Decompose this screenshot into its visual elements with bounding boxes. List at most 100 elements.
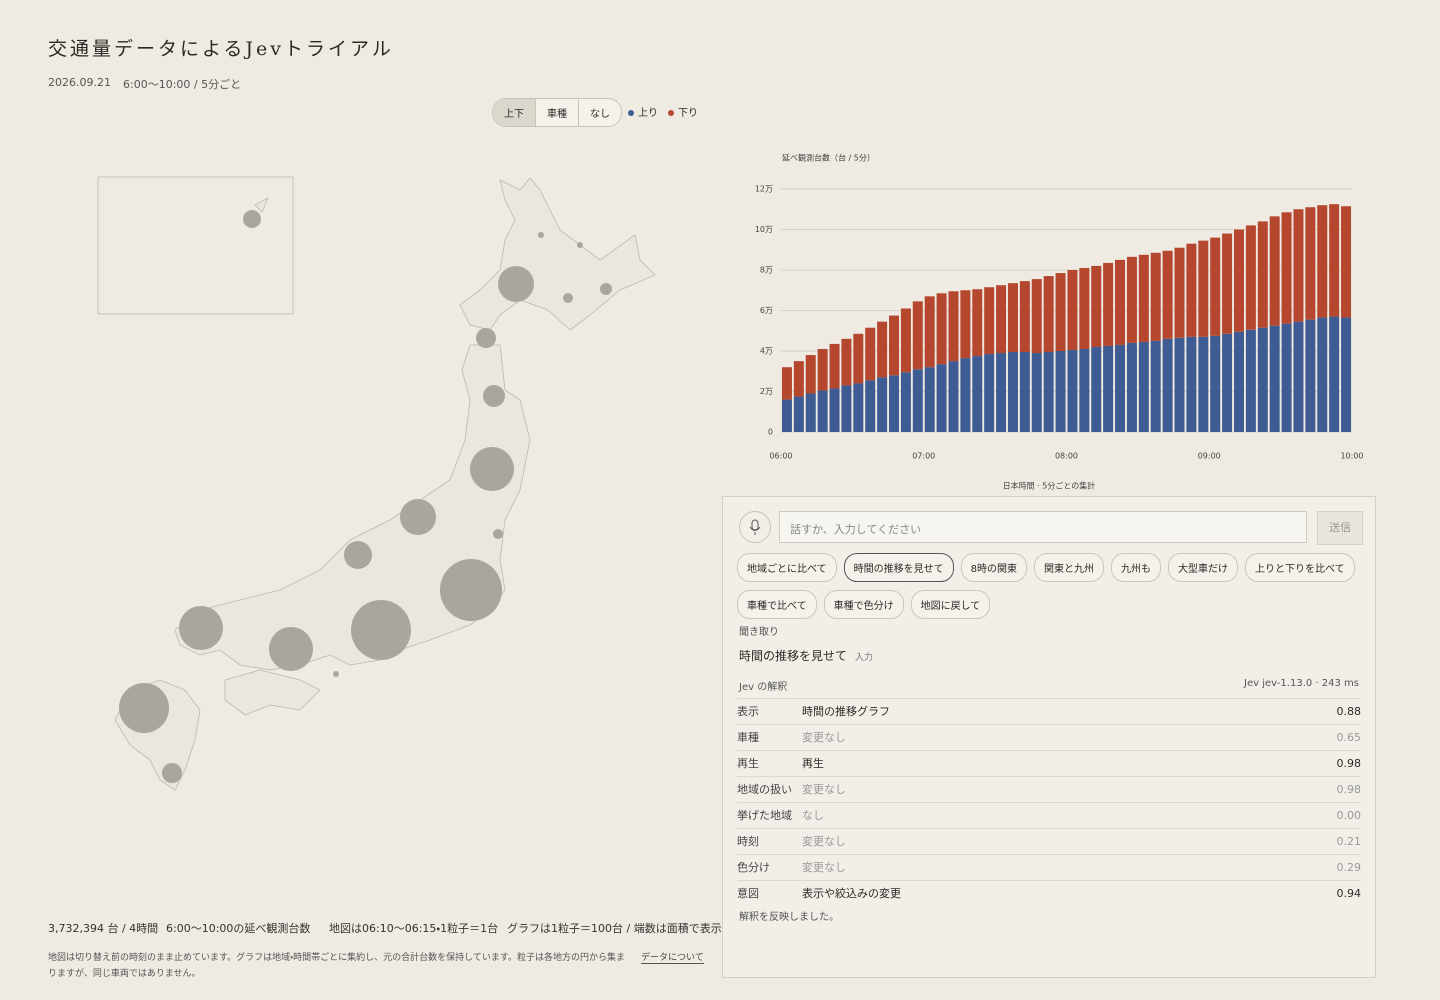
bar-segment [1186, 243, 1197, 337]
suggestion-chip[interactable]: 地図に戻して [910, 590, 991, 619]
region-circle [162, 763, 182, 783]
bar-segment [1245, 329, 1256, 432]
region-circle [493, 529, 503, 539]
row-key: 意図 [737, 887, 759, 900]
bar-segment [1162, 250, 1173, 339]
interp-row: 挙げた地域 なし 0.00 [737, 802, 1361, 828]
row-value: 変更なし [802, 835, 846, 848]
toggle-option[interactable]: 車種 [536, 99, 579, 126]
region-circle [538, 232, 544, 238]
bar-segment [912, 369, 923, 432]
bar-segment [960, 290, 971, 359]
bar-segment [936, 293, 947, 365]
bar-segment [1257, 221, 1268, 328]
row-value: 時間の推移グラフ [802, 705, 890, 718]
interp-row: 再生 再生 0.98 [737, 750, 1361, 776]
island [459, 177, 656, 331]
bar-segment [841, 385, 852, 432]
mic-button[interactable] [739, 511, 771, 543]
region-circle [344, 541, 372, 569]
bar-segment [889, 315, 900, 376]
row-score: 0.88 [1336, 705, 1362, 718]
send-button[interactable]: 送信 [1317, 511, 1363, 545]
bar-segment [1043, 352, 1054, 432]
bar-segment [1341, 206, 1352, 318]
bar-segment [793, 396, 804, 432]
suggestion-chip[interactable]: 8時の関東 [960, 553, 1027, 582]
bar-segment [1329, 316, 1340, 432]
bar-segment [1115, 259, 1126, 345]
region-circle [483, 385, 505, 407]
suggestion-chip[interactable]: 大型車だけ [1167, 553, 1238, 582]
bar-segment [1079, 348, 1090, 432]
bar-segment [805, 393, 816, 432]
bar-segment [1043, 276, 1054, 353]
bar-segment [900, 372, 911, 432]
suggestion-chip[interactable]: 地域ごとに比べて [737, 553, 837, 582]
x-tick-label: 09:00 [1198, 452, 1221, 461]
bar-segment [841, 338, 852, 386]
interp-row: 意図 表示や絞込みの変更 0.94 [737, 880, 1361, 906]
version: Jev jev-1.13.0 · 243 ms [1244, 678, 1359, 689]
bar-segment [960, 358, 971, 432]
suggestion-chip[interactable]: 車種で色分け [823, 590, 904, 619]
interp-row: 車種 変更なし 0.65 [737, 724, 1361, 750]
toggle-option[interactable]: なし [590, 109, 610, 120]
row-key: 再生 [737, 757, 759, 770]
bar-segment [1091, 346, 1102, 432]
view-toggle: 上下 車種 なし [492, 98, 622, 127]
suggestion-chip[interactable]: 車種で比べて [737, 590, 817, 619]
bar-segment [1079, 267, 1090, 349]
toggle-option[interactable]: 上下 [493, 99, 536, 126]
region-circle [243, 210, 261, 228]
row-key: 時刻 [737, 835, 759, 848]
region-circle [563, 293, 573, 303]
bar-segment [805, 355, 816, 394]
bar-segment [1126, 342, 1137, 432]
region-circle [119, 683, 169, 733]
bar-segment [984, 287, 995, 355]
row-score: 0.65 [1336, 731, 1362, 744]
bar-segment [1174, 247, 1185, 338]
bar-segment [1198, 240, 1209, 337]
row-value: 変更なし [802, 861, 846, 874]
suggestion-chip[interactable]: 時間の推移を見せて [843, 553, 954, 582]
suggestion-chip[interactable]: 上りと下りを比べて [1244, 553, 1355, 582]
bar-segment [1055, 351, 1066, 432]
bar-segment [1115, 344, 1126, 432]
y-tick-label: 6万 [760, 306, 773, 315]
bar-segment [984, 354, 995, 432]
data-link[interactable]: データについて [641, 950, 704, 964]
region-circle [269, 627, 313, 671]
text-input[interactable]: 話すか、入力してください [779, 511, 1307, 543]
x-tick-label: 08:00 [1055, 452, 1078, 461]
heard-tag: 入力 [855, 653, 874, 663]
bar-segment [817, 348, 828, 391]
suggestion-chip[interactable]: 関東と九州 [1033, 553, 1104, 582]
row-score: 0.29 [1336, 861, 1362, 874]
row-score: 0.98 [1336, 757, 1362, 770]
bar-segment [829, 343, 840, 389]
y-tick-label: 2万 [760, 387, 773, 396]
region-circle [400, 499, 436, 535]
bar-segment [1210, 335, 1221, 432]
row-value: 表示や絞込みの変更 [802, 887, 901, 900]
bar-segment [1245, 225, 1256, 330]
assistant-panel: 話すか、入力してください 送信 地域ごとに比べて 時間の推移を見せて 8時の関東 関東… [722, 496, 1376, 978]
bar-segment [1067, 270, 1078, 350]
bar-segment [865, 380, 876, 432]
legend-item: 下り [668, 104, 698, 119]
row-score: 0.00 [1336, 809, 1362, 822]
suggestion-chip[interactable]: 九州も [1110, 553, 1161, 582]
interp-row: 時刻 変更なし 0.21 [737, 828, 1361, 854]
bar-segment [1281, 323, 1292, 432]
bar-segment [853, 383, 864, 432]
bar-segment [829, 388, 840, 432]
legend-label: 上り [638, 108, 658, 119]
bar-segment [1007, 283, 1018, 353]
bar-segment [1269, 325, 1280, 432]
bar-segment [924, 367, 935, 432]
total: 3,732,394 台 / 4時間 [48, 922, 159, 935]
bar-segment [1222, 333, 1233, 432]
